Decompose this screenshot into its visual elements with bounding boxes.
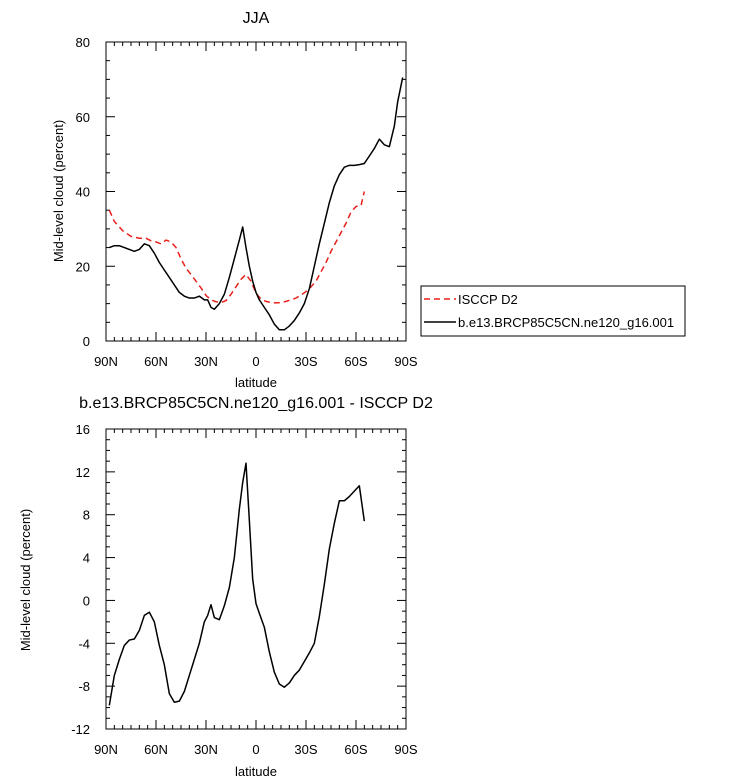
bottom-x-tick-label: 30N [194, 742, 218, 757]
top-y-tick-label: 20 [76, 259, 90, 274]
bottom-y-tick-label: -4 [78, 636, 90, 651]
bottom-x-tick-label: 60S [344, 742, 367, 757]
bottom-chart-title: b.e13.BRCP85C5CN.ne120_g16.001 - ISCCP D… [79, 395, 433, 412]
legend-label-model: b.e13.BRCP85C5CN.ne120_g16.001 [458, 315, 674, 330]
top-x-tick-label: 30N [194, 354, 218, 369]
top-x-tick-label: 90N [94, 354, 118, 369]
bottom-plot-frame [105, 428, 407, 730]
bottom-x-tick-label: 0 [252, 742, 259, 757]
top-x-tick-label: 0 [252, 354, 259, 369]
bottom-y-tick-label: -8 [78, 679, 90, 694]
top-plot-area: 90N 60N 30N 0 30S 60S 90S 0 20 40 60 80 [76, 35, 418, 369]
bottom-y-tick-label: 0 [83, 593, 90, 608]
bottom-y-tick-label: 16 [76, 422, 90, 437]
top-chart-title: JJA [243, 10, 270, 27]
top-series-line-1 [109, 77, 404, 331]
top-plot-frame [105, 41, 407, 342]
bottom-plot-area: 90N 60N 30N 0 30S 60S 90S -12 -8 -4 0 4 8 12 16 [71, 422, 418, 757]
top-x-tick-label: 90S [394, 354, 417, 369]
bottom-x-axis-title: latitude [235, 764, 277, 779]
bottom-y-tick-label: 8 [83, 508, 90, 523]
bottom-series-line-0 [108, 462, 366, 706]
legend-label-isccp: ISCCP D2 [458, 292, 518, 307]
bottom-y-tick-label: -12 [71, 722, 90, 737]
bottom-x-tick-label: 60N [144, 742, 168, 757]
top-x-tick-label: 60S [344, 354, 367, 369]
top-x-tick-label: 30S [294, 354, 317, 369]
bottom-y-tick-label: 4 [83, 551, 90, 566]
top-y-tick-label: 60 [76, 110, 90, 125]
top-y-axis-title: Mid-level cloud (percent) [51, 120, 66, 262]
top-x-axis-title: latitude [235, 375, 277, 390]
bottom-y-axis-title: Mid-level cloud (percent) [18, 509, 33, 651]
top-y-tick-label: 80 [76, 35, 90, 50]
legend-box [420, 285, 686, 337]
bottom-y-tick-label: 12 [76, 465, 90, 480]
bottom-x-tick-label: 90N [94, 742, 118, 757]
top-y-tick-label: 0 [83, 334, 90, 349]
bottom-x-tick-label: 90S [394, 742, 417, 757]
bottom-x-tick-label: 30S [294, 742, 317, 757]
top-y-tick-label: 40 [76, 185, 90, 200]
top-series-line-0 [108, 191, 366, 304]
legend: ISCCP D2 b.e13.BRCP85C5CN.ne120_g16.001 [420, 285, 686, 337]
top-x-tick-label: 60N [144, 354, 168, 369]
